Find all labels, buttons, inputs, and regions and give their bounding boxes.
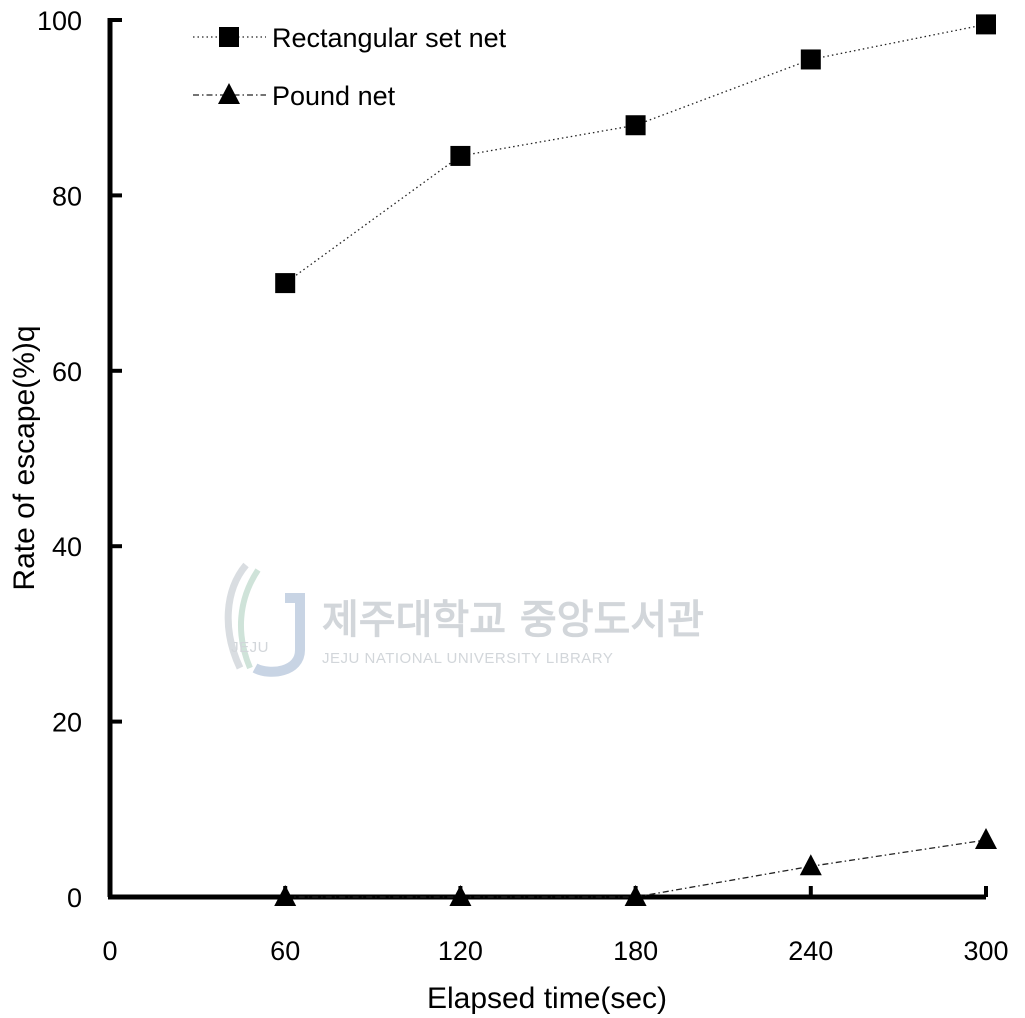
legend-label: Rectangular set net: [272, 23, 507, 53]
y-axis-title: Rate of escape(%)q: [8, 325, 41, 590]
legend: Rectangular set net Pound net: [193, 23, 507, 111]
x-tick-label: 240: [788, 936, 833, 966]
legend-item: Pound net: [193, 81, 396, 111]
x-tick-label: 180: [613, 936, 658, 966]
watermark-logo-text: JEJU: [231, 639, 269, 656]
y-tick-label: 80: [52, 181, 82, 211]
series-layer: [274, 14, 997, 906]
axes: 0 20 40 60 80 100 0 60 120 180 240 300: [37, 6, 1009, 966]
legend-marker: [219, 27, 239, 47]
library-logo: JEJU: [224, 562, 305, 677]
data-point: [625, 115, 646, 136]
data-point: [976, 14, 996, 35]
x-tick-label: 300: [963, 936, 1008, 966]
legend-label: Pound net: [272, 81, 396, 111]
y-tick-label: 20: [52, 708, 82, 738]
data-point: [975, 827, 997, 849]
y-tick-label: 60: [52, 357, 82, 387]
legend-marker: [218, 83, 240, 104]
x-tick-label: 0: [102, 936, 117, 966]
y-tick-label: 0: [67, 883, 82, 913]
data-point: [449, 885, 472, 906]
data-point: [799, 854, 822, 876]
y-tick-label: 40: [52, 532, 82, 562]
series-rectangular-set-net: [275, 14, 996, 294]
data-point: [274, 885, 297, 906]
library-watermark: JEJU 제주대학교 중앙도서관 JEJU NATIONAL UNIVERSIT…: [224, 562, 704, 677]
data-point: [624, 885, 647, 906]
data-point: [800, 49, 821, 70]
watermark-korean-text: 제주대학교 중앙도서관: [322, 597, 704, 643]
legend-item: Rectangular set net: [193, 23, 507, 53]
data-point: [450, 145, 471, 166]
x-tick-label: 60: [270, 936, 300, 966]
watermark-english-text: JEJU NATIONAL UNIVERSITY LIBRARY: [322, 650, 613, 667]
y-tick-label: 100: [37, 6, 82, 36]
x-tick-label: 120: [438, 936, 483, 966]
data-point: [275, 273, 296, 294]
series-line: [284, 23, 987, 284]
series-pound-net: [274, 827, 997, 906]
x-axis-title: Elapsed time(sec): [427, 982, 667, 1015]
